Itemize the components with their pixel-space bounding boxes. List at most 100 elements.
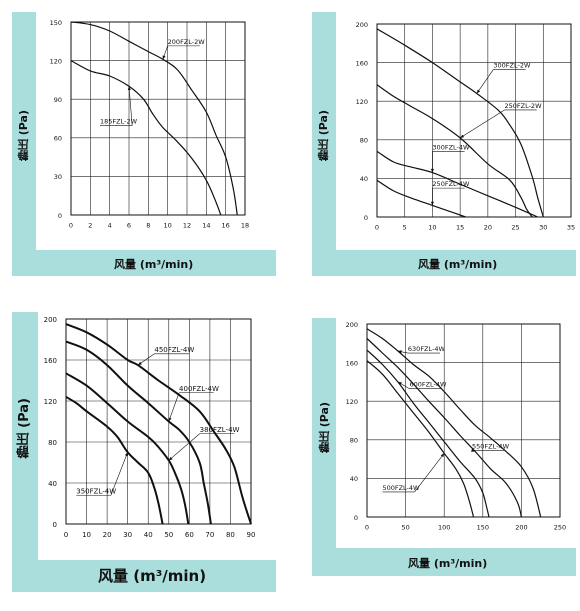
- x-tick-label: 10: [82, 531, 91, 539]
- panel-1-card: [36, 12, 264, 250]
- x-axis-label-1: 风量 (m³/min): [114, 258, 194, 271]
- series-label: 400FZL-4W: [179, 385, 219, 393]
- x-tick-label: 8: [146, 222, 150, 230]
- x-tick-label: 35: [567, 224, 575, 232]
- y-tick-label: 120: [50, 57, 62, 65]
- series-line-300fzl-2w: [376, 28, 544, 218]
- plot-frame: [65, 318, 252, 525]
- y-tick-label: 200: [346, 321, 358, 329]
- series-label: 550FZL-4W: [472, 442, 510, 450]
- panel-4-bottom-band: [312, 548, 576, 576]
- label-arrowhead: [397, 350, 402, 354]
- label-arrowhead: [124, 452, 128, 457]
- panel-3-left-band: [12, 312, 38, 592]
- y-tick-label: 0: [58, 212, 62, 220]
- series-line-300fzl-4w: [376, 150, 538, 218]
- label-arrowhead: [430, 201, 434, 206]
- label-leader-line: [414, 453, 445, 493]
- y-tick-label: 80: [350, 437, 358, 445]
- series-line-450fzl-4w: [65, 323, 252, 525]
- x-tick-label: 14: [202, 222, 210, 230]
- plot-frame: [70, 21, 246, 216]
- x-tick-label: 0: [69, 222, 73, 230]
- x-tick-label: 50: [164, 531, 173, 539]
- y-tick-label: 40: [48, 480, 57, 488]
- series-label: 185FZL-2W: [100, 118, 138, 126]
- label-arrowhead: [168, 456, 173, 461]
- x-tick-label: 20: [484, 224, 492, 232]
- x-tick-label: 200: [515, 524, 527, 532]
- x-tick-label: 18: [241, 222, 249, 230]
- label-leader-line: [128, 86, 133, 126]
- x-tick-label: 15: [456, 224, 464, 232]
- series-line-400fzl-4w: [65, 340, 212, 525]
- x-axis-label-3: 风量 (m³/min): [98, 567, 207, 585]
- y-tick-label: 40: [360, 175, 368, 183]
- label-arrowhead: [397, 381, 402, 386]
- label-leader-line: [476, 69, 494, 94]
- label-leader-line: [168, 433, 200, 461]
- y-tick-label: 160: [346, 359, 358, 367]
- series-label: 630FZL-4W: [408, 345, 446, 353]
- plot-frame: [366, 323, 561, 518]
- x-tick-label: 30: [539, 224, 547, 232]
- x-tick-label: 2: [88, 222, 92, 230]
- label-arrowhead: [430, 168, 434, 173]
- y-tick-label: 80: [48, 439, 57, 447]
- label-arrowhead: [471, 448, 476, 452]
- label-leader-line: [459, 109, 505, 139]
- y-tick-label: 80: [360, 137, 368, 145]
- x-tick-label: 4: [108, 222, 112, 230]
- y-tick-label: 0: [354, 514, 358, 522]
- x-axis-label-2: 风量 (m³/min): [418, 258, 498, 271]
- x-tick-label: 50: [401, 524, 409, 532]
- series-label: 500FZL-4W: [382, 484, 420, 492]
- y-tick-label: 0: [53, 521, 57, 529]
- series-label: 450FZL-4W: [154, 346, 194, 354]
- x-tick-label: 150: [477, 524, 489, 532]
- x-tick-label: 40: [144, 531, 153, 539]
- x-tick-label: 70: [205, 531, 214, 539]
- x-tick-label: 6: [127, 222, 131, 230]
- x-tick-label: 250: [554, 524, 566, 532]
- x-tick-label: 20: [103, 531, 112, 539]
- series-label: 300FZL-4W: [432, 143, 470, 151]
- label-arrowhead: [476, 89, 481, 94]
- series-label: 350FZL-4W: [76, 487, 116, 495]
- y-tick-label: 160: [44, 357, 57, 365]
- x-tick-label: 30: [123, 531, 132, 539]
- x-tick-label: 10: [428, 224, 436, 232]
- y-tick-label: 200: [44, 316, 57, 324]
- y-tick-label: 0: [364, 214, 368, 222]
- series-line-185fzl-2w: [70, 60, 222, 216]
- series-line-550fzl-4w: [366, 338, 522, 518]
- plot-frame: [376, 23, 572, 218]
- x-tick-label: 12: [183, 222, 191, 230]
- label-arrowhead: [440, 453, 445, 458]
- series-line-500fzl-4w: [366, 360, 475, 518]
- panel-4-left-band: [312, 318, 336, 576]
- panel-3-bottom-band: [12, 560, 276, 592]
- panel-1-left-band: [12, 12, 36, 276]
- y-tick-label: 120: [356, 98, 368, 106]
- series-line-600fzl-4w: [366, 349, 490, 518]
- label-leader-line: [168, 392, 180, 422]
- series-line-250fzl-2w: [376, 84, 533, 218]
- panel-2-left-band: [312, 12, 336, 276]
- x-tick-label: 25: [511, 224, 519, 232]
- label-arrowhead: [460, 134, 465, 138]
- x-tick-label: 80: [226, 531, 235, 539]
- x-axis-label-4: 风量 (m³/min): [408, 557, 488, 570]
- x-tick-label: 5: [403, 224, 407, 232]
- label-arrowhead: [137, 361, 142, 366]
- panel-1-bottom-band: [12, 250, 276, 276]
- series-label: 250FZL-2W: [504, 102, 542, 110]
- y-tick-label: 120: [346, 398, 358, 406]
- label-arrowhead: [162, 55, 166, 60]
- x-tick-label: 90: [247, 531, 256, 539]
- panel-3-card: [38, 312, 266, 560]
- x-tick-label: 16: [222, 222, 230, 230]
